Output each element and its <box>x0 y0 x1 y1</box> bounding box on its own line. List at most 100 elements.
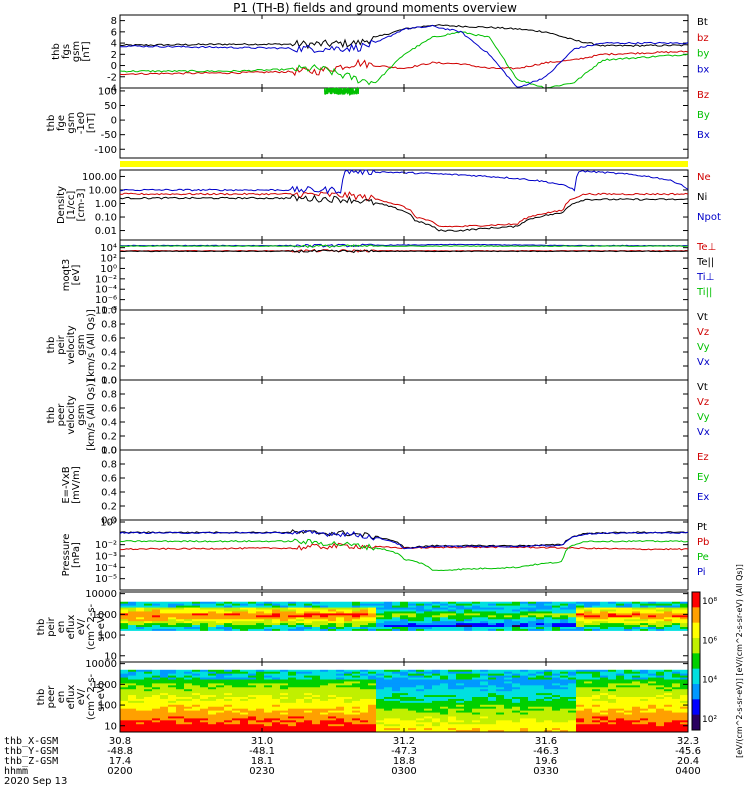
xaxis-value: -47.3 <box>391 746 417 757</box>
ylabel-line: [nT] <box>81 41 92 61</box>
ytick-label: 100 <box>98 631 117 642</box>
ylabel-line: E=-VxB <box>61 466 72 503</box>
colorbar-segment <box>692 638 700 654</box>
ylabel-line: eflux <box>66 685 77 710</box>
series-fgs_gsm-bx <box>120 24 689 88</box>
ytick-label: 0.01 <box>95 226 117 237</box>
panel-frame-efield <box>119 449 689 521</box>
ylabel-line: thb <box>51 43 62 60</box>
ytick-label: -4 <box>107 84 117 95</box>
panel-frame-fgs_gsm <box>119 14 689 89</box>
ylabel-line: peer <box>56 403 67 427</box>
ytick-label: 0 <box>111 116 117 127</box>
legend-fgs_gsm-bx: bx <box>697 64 709 75</box>
ytick-label: 100.00 <box>82 172 117 183</box>
xaxis-value: 0330 <box>533 766 558 777</box>
xaxis-value: 0300 <box>391 766 416 777</box>
ylabel-line: [nPa] <box>71 542 82 568</box>
xaxis-value: -45.6 <box>675 746 701 757</box>
xaxis-row-name: hhmm <box>4 766 28 777</box>
ytick-label: 2 <box>111 50 117 61</box>
ytick-label: -50 <box>101 130 117 141</box>
ylabel-line: [km/s (All Qs)] <box>86 309 97 381</box>
ylabel-line: eV/ <box>76 688 87 705</box>
colorbar-tick: 10⁶ <box>702 636 717 646</box>
legend-fge_gsm-Bx: Bx <box>697 130 710 141</box>
ylabel-line: gsm <box>76 404 87 425</box>
ylabel-line: thb <box>36 619 47 636</box>
ylabel-line: [cm-3] <box>76 188 87 221</box>
ylabel-line: velocity <box>66 325 77 364</box>
panel-frame-peir_velocity <box>119 309 689 381</box>
colorbar-segment <box>692 622 700 639</box>
ytick-label: 0.4 <box>101 348 117 359</box>
ytick-label: 0.8 <box>101 460 117 471</box>
ylabel-line: [eV] <box>71 265 82 286</box>
series-pressure-Pe <box>119 538 689 572</box>
legend-peer_velocity-Vx: Vx <box>697 427 710 438</box>
legend-peer_velocity-Vt: Vt <box>697 382 708 393</box>
ylabel-line: [mV/m] <box>71 466 82 504</box>
legend-moqt3-Te⊥: Te⊥ <box>696 242 716 253</box>
xaxis-value: 0400 <box>675 766 700 777</box>
ytick-label: 50 <box>104 101 117 112</box>
legend-moqt3-Te||: Te|| <box>696 257 714 268</box>
ytick-label: 10⁻⁸ <box>95 306 117 317</box>
ylabel-line: peir <box>46 616 57 636</box>
colorbar-tick: 10⁴ <box>702 676 717 686</box>
ylabel-line: gsm <box>76 334 87 355</box>
ylabel-line: moqt3 <box>61 259 72 292</box>
ytick-label: 0.8 <box>101 320 117 331</box>
legend-moqt3-Ti||: Ti|| <box>696 287 712 298</box>
xaxis-row-name: thb_Z-GSM <box>4 756 58 767</box>
series-moqt3-Te|| <box>119 249 689 254</box>
legend-fge_gsm-By: By <box>697 110 710 121</box>
colorbar-frame <box>691 591 701 731</box>
ytick-label: 10⁻⁴ <box>95 563 117 574</box>
ytick-label: 1.0 <box>101 446 117 457</box>
ytick-label: 10⁻⁶ <box>95 295 117 306</box>
legend-pressure-Pt: Pt <box>697 522 707 533</box>
ytick-label: 10⁴ <box>100 243 117 254</box>
series-fgs_gsm-Bt <box>119 24 689 50</box>
ytick-label: 10.00 <box>88 185 117 196</box>
legend-density-Npot: Npot <box>697 212 721 223</box>
legend-efield-Ex: Ex <box>697 492 709 503</box>
legend-fge_gsm-Bz: Bz <box>697 90 709 101</box>
ylabel-line: -1e0 <box>76 112 87 135</box>
ylabel-line: sr-eV) <box>96 682 107 711</box>
yellow-bar <box>120 161 688 167</box>
xaxis-value: -48.1 <box>249 746 275 757</box>
ytick-label: 6 <box>111 27 117 38</box>
ylabel-line: [nT] <box>86 113 97 133</box>
ylabel-line: eflux <box>66 615 77 640</box>
ytick-label: 0.4 <box>101 418 117 429</box>
legend-peir_velocity-Vz: Vz <box>697 327 709 338</box>
ytick-label: 100 <box>98 86 117 97</box>
ylabel-line: (cm^2-s- <box>86 673 97 720</box>
series-pressure-Pi <box>119 529 689 550</box>
xaxis-value: 32.3 <box>677 736 699 747</box>
series-moqt3-Ti|| <box>119 244 689 249</box>
ytick-label: 10000 <box>85 659 117 670</box>
ytick-label: 1.0 <box>101 306 117 317</box>
panel-frame-peer_velocity <box>119 379 689 451</box>
series-moqt3-Ti⊥ <box>119 243 688 248</box>
series-pressure-Pb <box>120 542 689 551</box>
xaxis-date: 2020 Sep 13 <box>4 776 67 787</box>
xaxis-row-name: thb_X-GSM <box>4 736 58 747</box>
ylabel-line: gsm <box>71 41 82 62</box>
series-density-Ni <box>119 194 689 232</box>
ytick-label: 100 <box>98 701 117 712</box>
colorbar-segment <box>692 592 700 608</box>
ytick-label: 8 <box>111 16 117 27</box>
xaxis-value: -46.3 <box>533 746 559 757</box>
colorbar-tick: 10² <box>702 715 717 725</box>
xaxis-value: 31.0 <box>251 736 273 747</box>
xaxis-value: 0200 <box>107 766 132 777</box>
xaxis-value: 18.1 <box>251 756 273 767</box>
xaxis-value: 31.6 <box>535 736 557 747</box>
ytick-label: 10⁻³ <box>95 551 117 562</box>
ylabel-line: Pressure <box>61 534 72 577</box>
